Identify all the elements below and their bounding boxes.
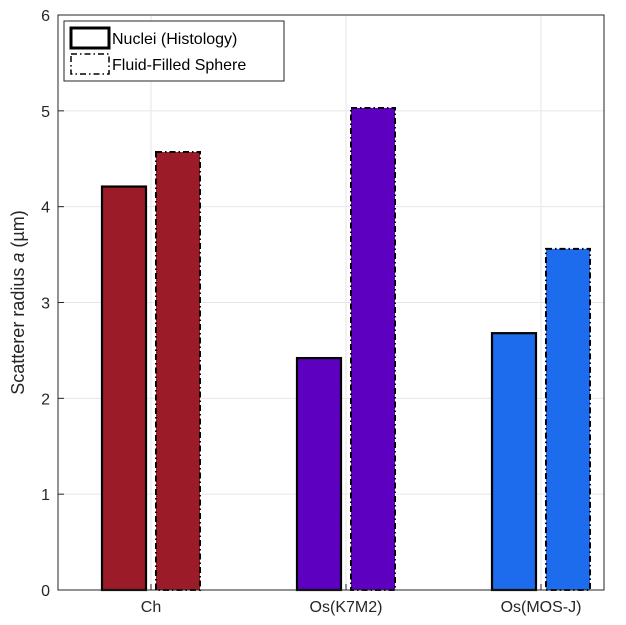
bar-nuclei bbox=[490, 332, 538, 592]
legend-label-fluid-filled-sphere: Fluid-Filled Sphere bbox=[112, 57, 246, 74]
x-tick-label: Os(K7M2) bbox=[310, 599, 383, 616]
bar-fluid-filled-sphere bbox=[155, 151, 201, 592]
y-tick-label: 1 bbox=[41, 487, 50, 504]
bar-fluid-filled-sphere bbox=[545, 247, 591, 591]
legend: Nuclei (Histology) Fluid-Filled Sphere bbox=[63, 20, 285, 82]
legend-swatch-fluid-filled-sphere bbox=[70, 53, 110, 75]
bar-fluid-filled-sphere bbox=[350, 106, 396, 591]
legend-box bbox=[63, 20, 285, 82]
bars bbox=[100, 106, 591, 592]
y-tick-label: 0 bbox=[41, 583, 50, 600]
x-tick-label: Os(MOS-J) bbox=[501, 599, 582, 616]
y-tick-label: 5 bbox=[41, 104, 50, 121]
y-axis-label: Scatterer radius a (µm) bbox=[8, 210, 28, 394]
x-axis-ticks: Ch Os(K7M2) Os(MOS-J) bbox=[141, 584, 582, 616]
y-tick-label: 3 bbox=[41, 296, 50, 313]
bar-nuclei bbox=[295, 356, 343, 592]
bar-nuclei bbox=[100, 185, 148, 592]
x-tick-label: Ch bbox=[141, 599, 161, 616]
y-axis-ticks: 0 1 2 3 4 5 6 bbox=[41, 8, 64, 600]
legend-label-nuclei: Nuclei (Histology) bbox=[112, 31, 237, 48]
y-tick-label: 2 bbox=[41, 391, 50, 408]
y-tick-label: 6 bbox=[41, 8, 50, 25]
legend-swatch-nuclei bbox=[69, 26, 111, 50]
y-tick-label: 4 bbox=[41, 200, 50, 217]
